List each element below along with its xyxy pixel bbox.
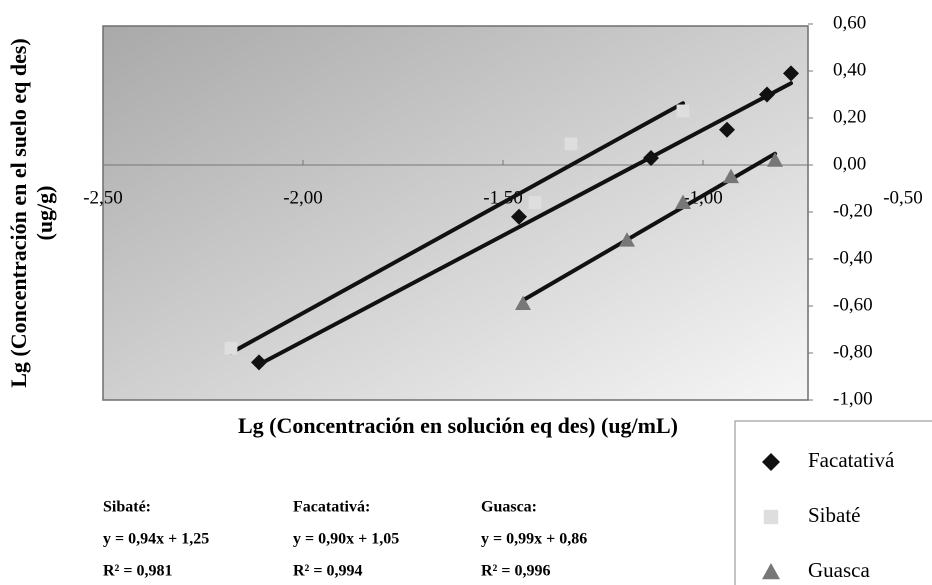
- point: [224, 341, 238, 355]
- y-tick-label: 0,60: [833, 12, 866, 33]
- annotation: Facatativá:: [293, 499, 370, 516]
- point: [619, 232, 635, 247]
- annotation: y = 0,99x + 0,86: [481, 531, 587, 548]
- annotation: R² = 0,994: [293, 563, 362, 580]
- annotation: Guasca:: [481, 499, 537, 516]
- y-axis-title: Lg (Concentración en el suelo eq des) (u…: [6, 38, 57, 388]
- point: [783, 65, 799, 82]
- point: [675, 194, 691, 209]
- point: [767, 152, 783, 167]
- point: [251, 354, 267, 371]
- trendline: [257, 81, 793, 367]
- point: [676, 104, 690, 118]
- y-tick-label: 0,00: [833, 153, 866, 174]
- x-tick-label: -1,50: [483, 187, 523, 208]
- y-tick-label: -0,20: [833, 200, 873, 221]
- point: [515, 295, 531, 311]
- y-tick-label: -0,60: [833, 294, 873, 315]
- annotation: y = 0,90x + 1,05: [293, 531, 399, 548]
- legend-label: Sibaté: [808, 503, 861, 527]
- trendline: [229, 101, 685, 355]
- annotation: y = 0,94x + 1,25: [103, 531, 209, 548]
- point: [511, 208, 527, 225]
- legend-marker: [763, 509, 779, 525]
- point: [564, 137, 578, 151]
- point: [528, 196, 542, 209]
- point: [719, 121, 735, 138]
- annotation: Sibaté:: [103, 499, 151, 516]
- plot-area: [102, 25, 809, 401]
- y-tick-label: -0,80: [833, 341, 873, 362]
- legend-label: Guasca: [808, 558, 870, 582]
- legend-label: Facatativá: [808, 448, 895, 472]
- legend-box: [734, 420, 932, 585]
- annotation: R² = 0,981: [103, 563, 172, 580]
- x-tick-label: -2,00: [283, 187, 323, 208]
- annotation: R² = 0,996: [481, 563, 550, 580]
- point: [759, 86, 775, 103]
- y-tick-label: 0,20: [833, 106, 866, 127]
- x-tick-label: -2,50: [83, 187, 123, 208]
- legend-marker: [762, 453, 780, 471]
- x-tick-label: -0,50: [883, 187, 923, 208]
- legend-marker: [762, 563, 780, 580]
- point: [643, 149, 659, 166]
- point: [723, 168, 739, 184]
- y-tick-label: -1,00: [833, 388, 873, 409]
- y-tick-label: -0,40: [833, 247, 873, 268]
- x-axis-title: Lg (Concentración en solución eq des) (u…: [238, 413, 678, 438]
- y-tick-label: 0,40: [833, 59, 866, 80]
